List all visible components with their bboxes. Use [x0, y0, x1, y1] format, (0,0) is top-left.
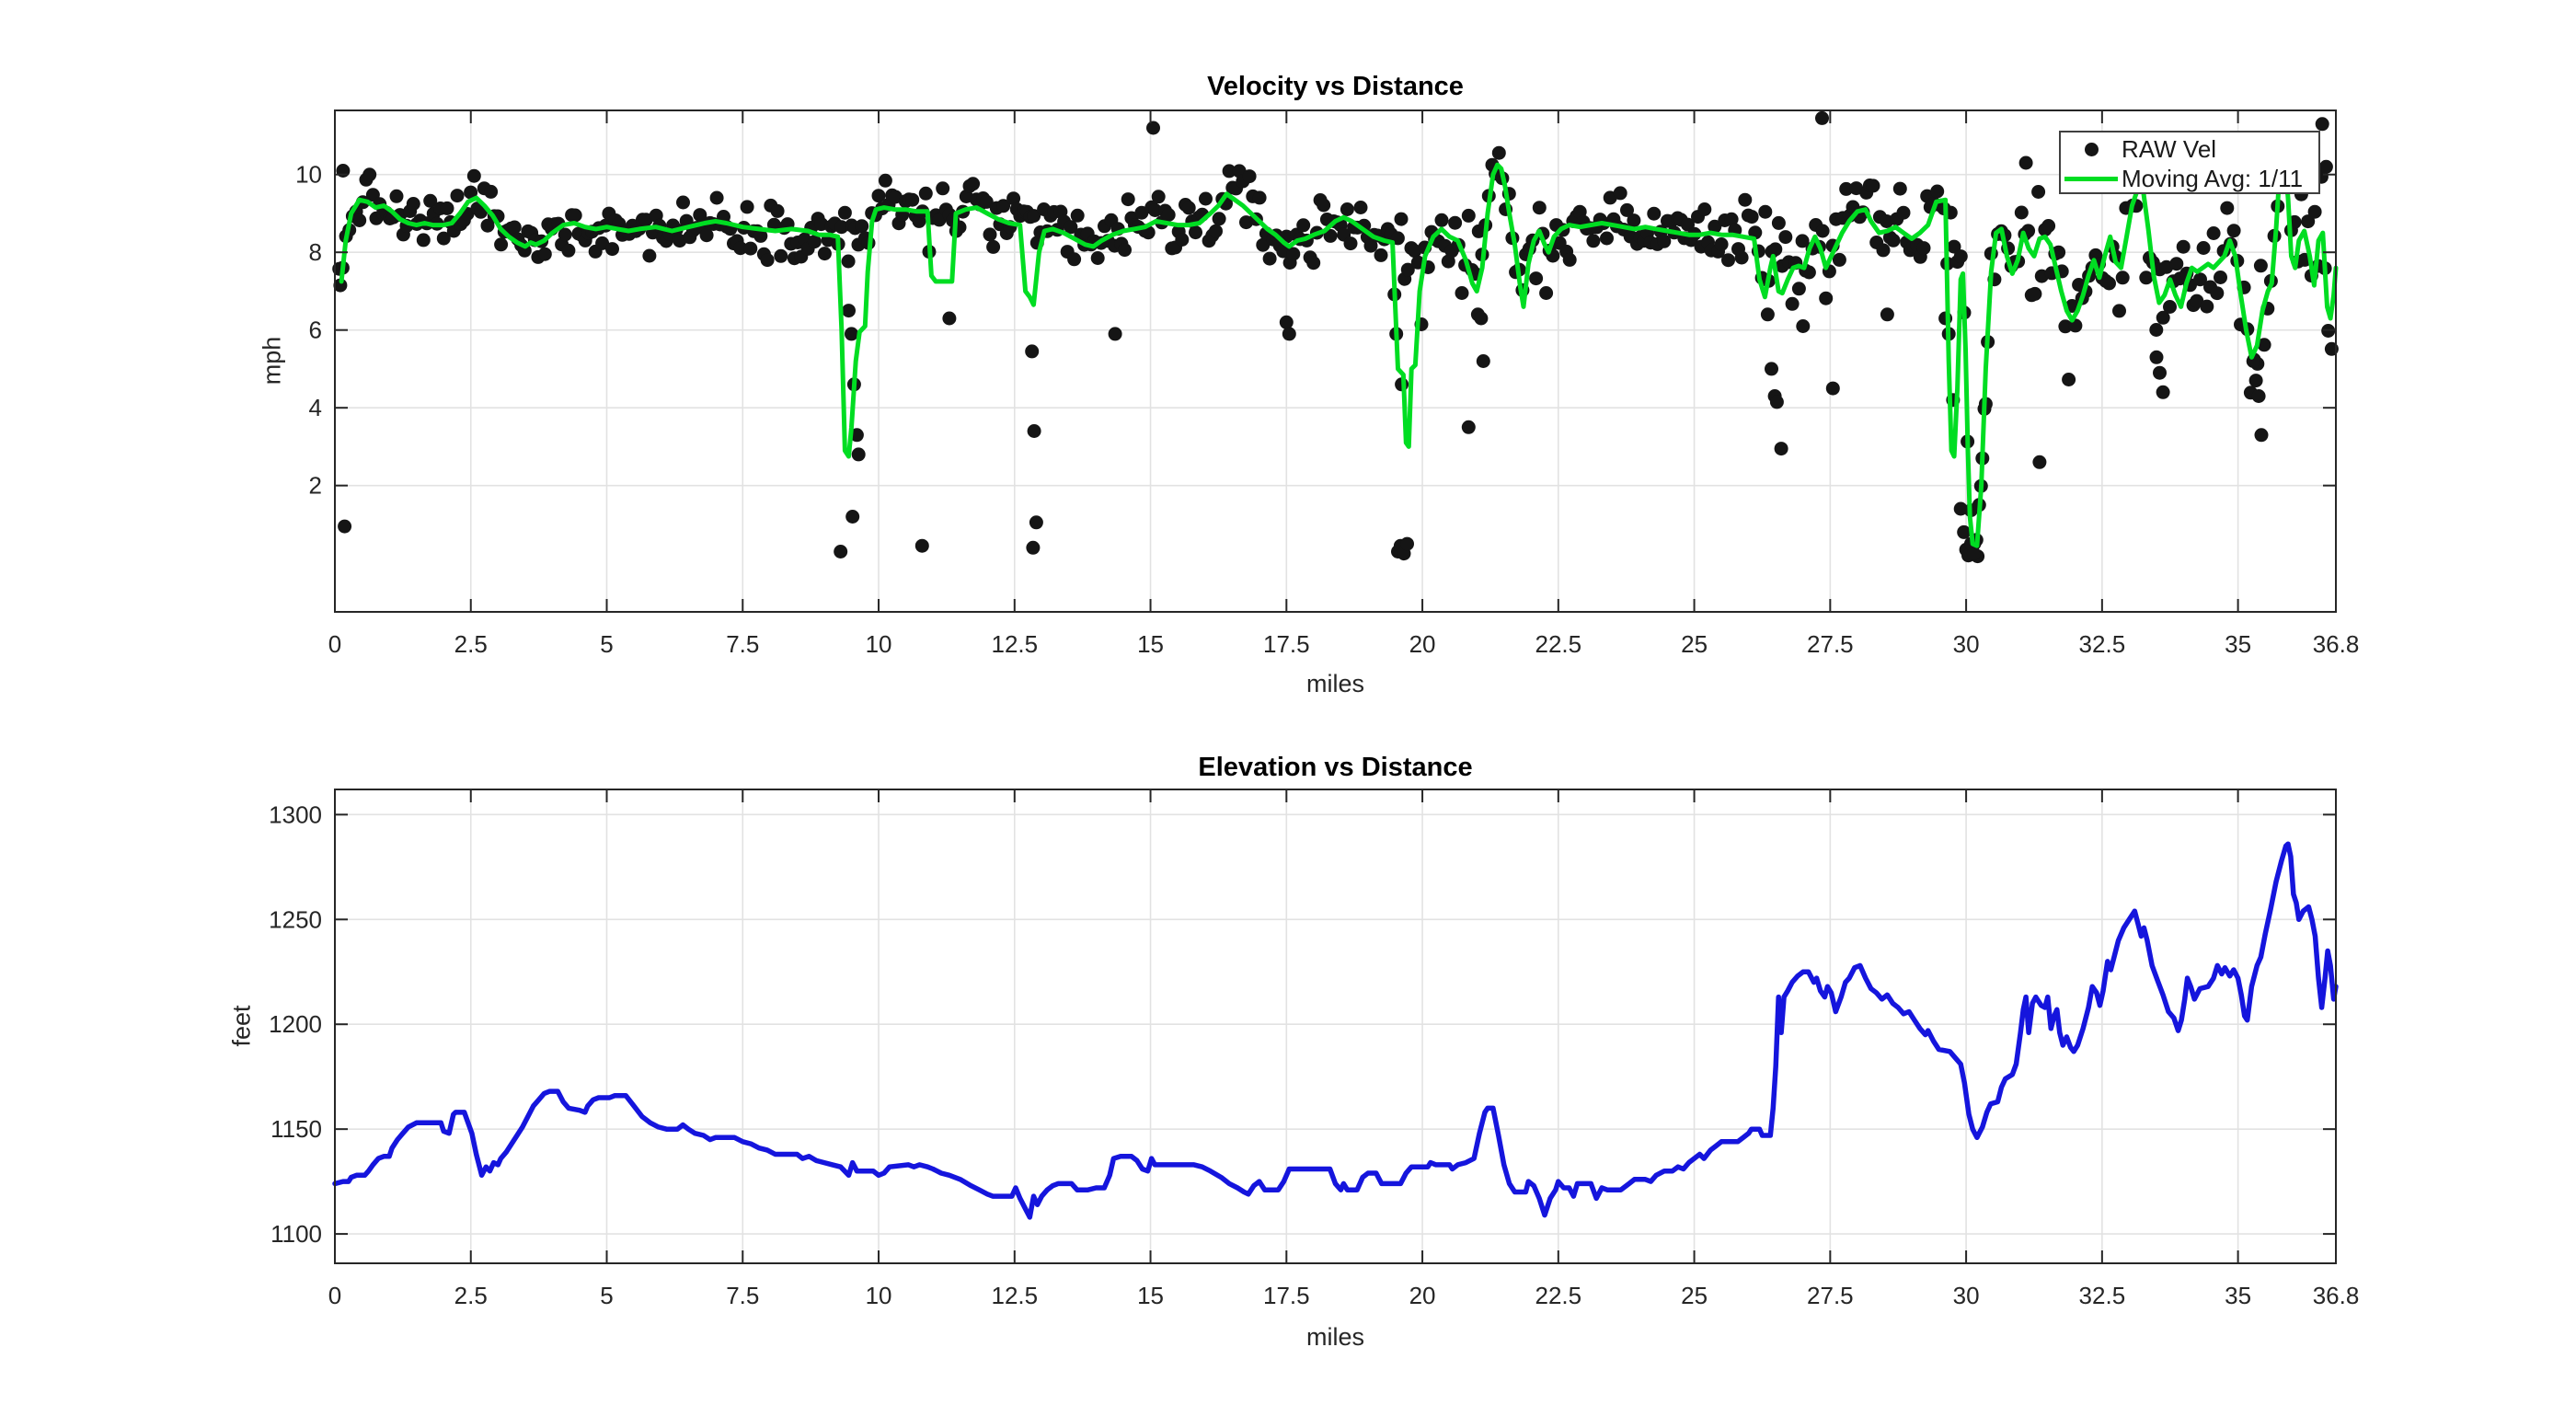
- velocity-y-tick-label: 2: [309, 472, 322, 500]
- elevation-y-tick-label: 1100: [270, 1220, 322, 1248]
- velocity-x-tick-label: 25: [1681, 630, 1708, 658]
- velocity-x-tick-label: 12.5: [991, 630, 1038, 658]
- legend-label-moving-avg: Moving Avg: 1/11: [2122, 164, 2304, 192]
- raw-scatter-points: [332, 110, 2339, 564]
- velocity-x-tick-label: 32.5: [2079, 630, 2126, 658]
- velocity-y-tick-label: 6: [309, 317, 322, 344]
- elevation-line: [332, 841, 2339, 1220]
- legend-label-raw-vel: RAW Vel: [2122, 134, 2217, 163]
- velocity-y-axis-label: mph: [258, 336, 286, 386]
- velocity-x-tick-label: 20: [1409, 630, 1436, 658]
- legend-row-raw-vel: RAW Vel: [2061, 134, 2318, 164]
- elevation-x-axis-label: miles: [1305, 1323, 1364, 1351]
- velocity-x-tick-label: 36.8: [2313, 630, 2360, 658]
- velocity-y-tick-label: 4: [309, 394, 322, 421]
- elevation-y-axis-label: feet: [227, 1005, 256, 1047]
- velocity-x-tick-label: 30: [1953, 630, 1980, 658]
- elevation-y-tick-label: 1300: [269, 800, 322, 828]
- elevation-x-tick-label: 20: [1409, 1282, 1436, 1309]
- velocity-x-axis-label: miles: [1305, 670, 1364, 697]
- moving-avg-line: [339, 153, 2339, 548]
- elevation-chart-title: Elevation vs Distance: [1198, 753, 1473, 782]
- legend-raw-marker-cell: [2061, 142, 2122, 156]
- velocity-x-tick-label: 22.5: [1535, 630, 1582, 658]
- elevation-y-tick-label: 1150: [270, 1115, 322, 1143]
- velocity-y-tick-label: 10: [295, 161, 322, 189]
- line-swatch-icon: [2064, 176, 2118, 181]
- velocity-x-tick-label: 15: [1137, 630, 1164, 658]
- velocity-x-tick-label: 10: [866, 630, 892, 658]
- elevation-x-tick-label: 2.5: [454, 1282, 488, 1309]
- elevation-x-tick-label: 17.5: [1263, 1282, 1310, 1309]
- elevation-x-tick-label: 25: [1681, 1282, 1708, 1309]
- velocity-x-tick-label: 27.5: [1807, 630, 1854, 658]
- velocity-x-tick-label: 17.5: [1263, 630, 1310, 658]
- elevation-x-tick-label: 10: [866, 1282, 892, 1309]
- elevation-y-tick-label: 1250: [269, 905, 322, 933]
- legend-box: RAW Vel Moving Avg: 1/11: [2059, 131, 2320, 194]
- elevation-x-tick-label: 32.5: [2079, 1282, 2126, 1309]
- legend-avg-marker-cell: [2061, 176, 2122, 181]
- elevation-x-tick-label: 30: [1953, 1282, 1980, 1309]
- elevation-x-tick-label: 7.5: [726, 1282, 759, 1309]
- elevation-y-tick-label: 1200: [269, 1010, 322, 1038]
- velocity-x-tick-label: 0: [328, 630, 341, 658]
- elevation-plot-area: 0 2.5 5 7.5 10 12.5 15 17.5 20 22.5 25 27.5 30 32.5 35…: [269, 789, 2359, 1309]
- elevation-x-tick-label: 5: [600, 1282, 613, 1309]
- elevation-x-tick-label: 36.8: [2313, 1282, 2360, 1309]
- elevation-x-tick-label: 12.5: [991, 1282, 1038, 1309]
- elevation-x-tick-label: 27.5: [1807, 1282, 1854, 1309]
- velocity-chart-title: Velocity vs Distance: [1207, 72, 1464, 101]
- elevation-x-tick-label: 22.5: [1535, 1282, 1582, 1309]
- velocity-x-tick-label: 5: [600, 630, 613, 658]
- velocity-x-tick-label: 2.5: [454, 630, 488, 658]
- legend-row-moving-avg: Moving Avg: 1/11: [2061, 164, 2318, 193]
- velocity-x-tick-label: 35: [2225, 630, 2251, 658]
- elevation-x-tick-label: 35: [2225, 1282, 2251, 1309]
- velocity-y-tick-label: 8: [309, 238, 322, 266]
- velocity-plot-area: 0 2.5 5 7.5 10 12.5 15 17.5 20 22.5 25 27.5 30 32.5 35…: [295, 109, 2360, 658]
- elevation-x-tick-label: 15: [1137, 1282, 1164, 1309]
- elevation-x-tick-label: 0: [328, 1282, 341, 1309]
- scatter-dot-icon: [2084, 142, 2099, 156]
- velocity-x-tick-label: 7.5: [726, 630, 759, 658]
